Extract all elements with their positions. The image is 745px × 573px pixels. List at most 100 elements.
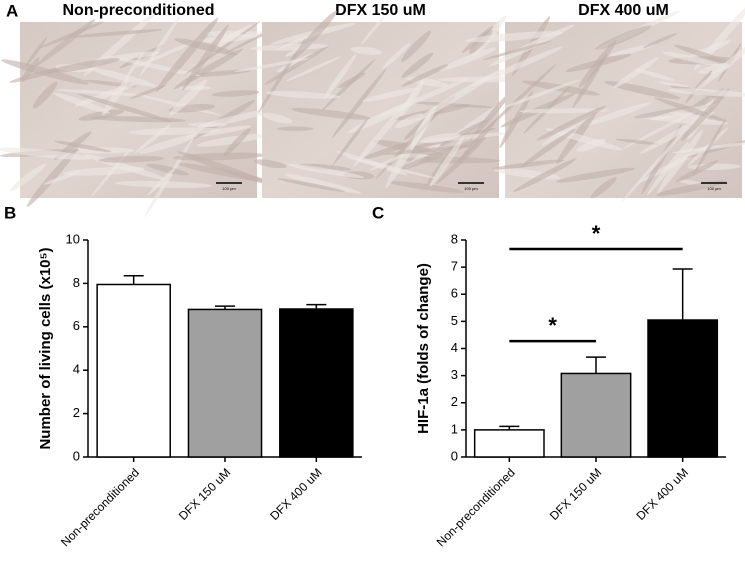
- cell: [429, 135, 465, 187]
- cell: [62, 166, 145, 176]
- cell: [520, 129, 576, 168]
- cell: [693, 1, 745, 71]
- cell: [172, 152, 267, 161]
- cell: [39, 21, 104, 49]
- cell: [662, 51, 724, 67]
- y-axis-label: HIF-1a (folds of change): [415, 263, 432, 434]
- scale-bar-label: 100 μm: [222, 186, 236, 191]
- y-tick-label: 1: [451, 421, 458, 436]
- cell: [536, 105, 607, 141]
- cell: [656, 180, 727, 196]
- cell: [197, 107, 281, 128]
- bar: [279, 308, 354, 458]
- cell: [382, 42, 411, 70]
- cell: [650, 104, 717, 121]
- cell: [124, 52, 144, 80]
- cell: [146, 163, 190, 176]
- cell: [263, 45, 329, 86]
- cell: [513, 158, 577, 192]
- bar: [187, 308, 263, 458]
- cell: [323, 53, 357, 100]
- cell: [254, 159, 287, 169]
- y-tick-label: 2: [451, 394, 458, 409]
- cell: [595, 25, 652, 50]
- cell: [616, 138, 661, 145]
- cell: [299, 163, 352, 171]
- y-axis-label: Number of living cells (x10⁵): [37, 247, 54, 449]
- cell: [361, 16, 385, 45]
- cell: [345, 156, 437, 179]
- cell: [565, 54, 631, 72]
- cell: [54, 140, 112, 153]
- image-title: DFX 150 uM: [335, 2, 426, 19]
- cell: [277, 178, 346, 192]
- cell: [674, 44, 731, 64]
- cell: [47, 58, 120, 74]
- cell: [387, 181, 465, 193]
- cell: [262, 112, 293, 124]
- cell: [622, 108, 702, 149]
- cell: [667, 88, 745, 97]
- y-tick-label: 6: [73, 318, 80, 333]
- cell: [287, 164, 365, 179]
- significance-star: *: [592, 221, 601, 246]
- bar: [473, 429, 545, 458]
- cell: [694, 33, 745, 92]
- x-tick-label: Non-preconditioned: [58, 465, 142, 549]
- x-tick-label: DFX 150 uM: [547, 465, 605, 523]
- cell: [181, 24, 229, 91]
- y-tick-label: 4: [451, 340, 458, 355]
- cell: [394, 113, 424, 129]
- cell: [139, 15, 181, 77]
- y-tick-label: 2: [73, 405, 80, 420]
- cell: [658, 81, 689, 88]
- cell: [518, 108, 610, 114]
- cell: [400, 30, 432, 63]
- cell: [555, 167, 635, 183]
- cell: [198, 34, 258, 43]
- cell: [283, 173, 362, 194]
- cell: [621, 128, 687, 202]
- cell: [332, 118, 369, 166]
- cell: [657, 129, 704, 194]
- y-tick-label: 7: [451, 259, 458, 274]
- cell: [612, 56, 660, 89]
- cell: [32, 81, 58, 109]
- y-tick-label: 3: [451, 367, 458, 382]
- cell: [545, 128, 623, 151]
- micrograph: [0, 13, 281, 218]
- cell: [439, 47, 497, 71]
- y-tick-label: 4: [73, 362, 80, 377]
- cell: [98, 155, 165, 163]
- cell: [234, 58, 309, 73]
- cell: [224, 30, 271, 54]
- cell: [129, 127, 221, 136]
- panel-label: C: [372, 203, 384, 222]
- cell: [130, 85, 167, 99]
- cell: [465, 31, 564, 43]
- cell: [406, 101, 495, 108]
- y-tick-label: 8: [73, 275, 80, 290]
- y-tick-label: 5: [451, 313, 458, 328]
- cell: [482, 40, 552, 61]
- cell: [501, 79, 580, 109]
- cell: [675, 160, 719, 183]
- cell: [604, 81, 681, 100]
- cell: [338, 72, 366, 89]
- panel-label: B: [4, 203, 16, 222]
- scale-bar-label: 100 μm: [464, 186, 478, 191]
- x-tick-label: DFX 150 uM: [176, 465, 234, 523]
- cell: [583, 102, 652, 127]
- cell: [401, 64, 449, 87]
- significance-star: *: [548, 313, 557, 338]
- cell: [692, 117, 727, 176]
- cell: [74, 83, 136, 107]
- cell: [491, 159, 565, 170]
- y-tick-label: 0: [73, 448, 80, 463]
- cell: [26, 147, 78, 207]
- cell: [55, 89, 147, 96]
- cell: [291, 107, 371, 120]
- bar: [560, 372, 632, 458]
- cell: [10, 163, 47, 192]
- cell: [680, 88, 730, 142]
